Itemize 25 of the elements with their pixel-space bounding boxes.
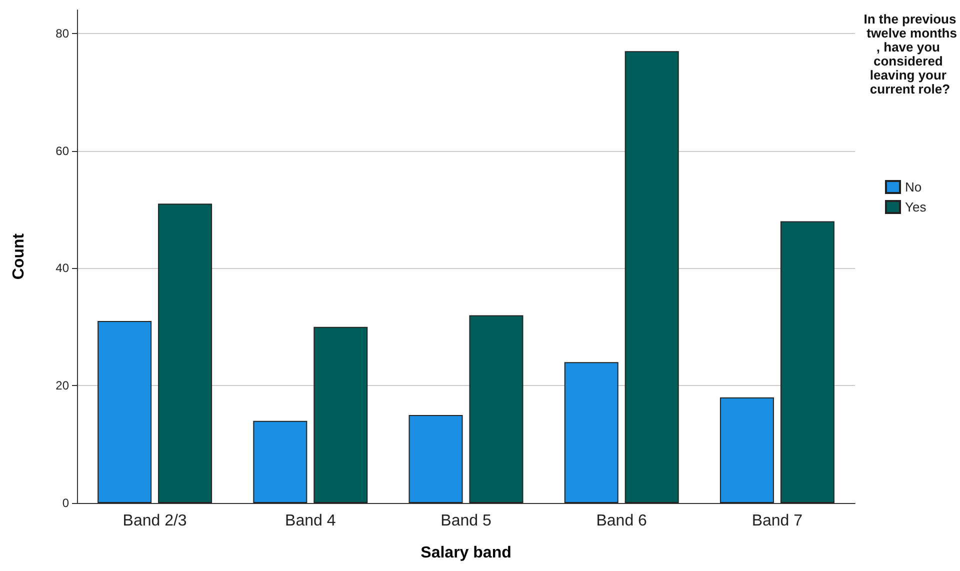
bar bbox=[158, 204, 212, 503]
bar bbox=[624, 51, 679, 503]
bar bbox=[564, 362, 618, 503]
bar bbox=[469, 315, 524, 503]
bar bbox=[314, 326, 368, 503]
y-tick-label: 20 bbox=[56, 378, 70, 393]
x-tick-label: Band 5 bbox=[440, 512, 492, 530]
legend-label: Yes bbox=[905, 200, 927, 214]
bar bbox=[98, 321, 152, 503]
bar bbox=[253, 420, 308, 503]
bar bbox=[408, 414, 463, 503]
y-tick-label: 60 bbox=[56, 144, 70, 158]
legend-label: No bbox=[905, 180, 922, 194]
bar bbox=[780, 221, 834, 503]
y-tick-label: 80 bbox=[56, 26, 70, 40]
y-tick-label: 0 bbox=[62, 496, 70, 510]
legend-title: In the previous twelve months, have you considered leaving your current role? bbox=[863, 12, 957, 96]
y-tick-label: 40 bbox=[56, 261, 70, 276]
x-tick-label: Band 4 bbox=[285, 512, 336, 530]
bar bbox=[720, 397, 774, 503]
y-axis-title: Count bbox=[10, 232, 28, 280]
x-tick-label: Band 7 bbox=[752, 512, 803, 530]
x-tick-label: Band 6 bbox=[596, 512, 648, 530]
x-axis-title: Salary band bbox=[420, 544, 512, 562]
x-tick-label: Band 2/3 bbox=[122, 512, 187, 530]
